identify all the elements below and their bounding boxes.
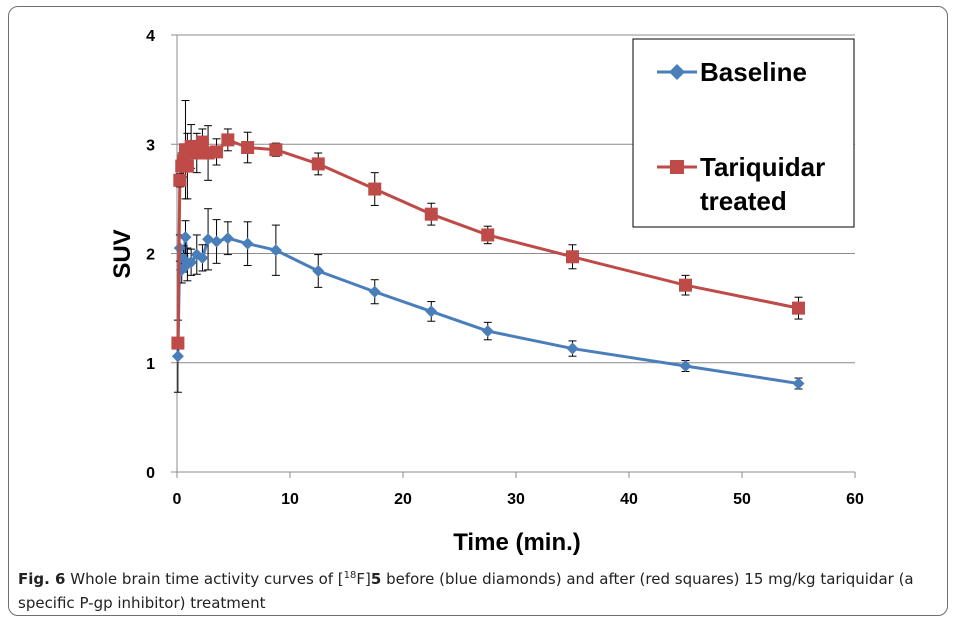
data-point-square: [195, 135, 209, 149]
data-point-square: [173, 173, 187, 187]
figure-label: Fig. 6: [18, 570, 66, 588]
data-point-diamond: [202, 233, 215, 246]
x-tick-label: 30: [507, 491, 525, 508]
caption-compound: 5: [370, 570, 382, 588]
data-point-square: [368, 182, 382, 196]
x-tick-label: 20: [394, 491, 412, 508]
data-point-square: [481, 228, 495, 242]
caption-text-3: before (blue diamonds) and after (red sq…: [18, 570, 914, 612]
data-point-square: [269, 143, 283, 157]
data-point-diamond: [679, 360, 692, 373]
y-tick-label: 4: [146, 28, 155, 45]
data-point-diamond: [221, 232, 234, 245]
data-point-diamond: [210, 235, 223, 248]
data-point-diamond: [171, 350, 184, 363]
series-tariquidar: [171, 100, 805, 350]
x-axis-title: Time (min.): [453, 529, 581, 556]
data-series: [171, 100, 805, 393]
data-point-square: [792, 301, 805, 315]
x-tick-label: 60: [846, 491, 864, 508]
y-axis-title: SUV: [109, 229, 136, 278]
caption-text-2: F]: [356, 570, 371, 588]
data-point-square: [424, 207, 438, 221]
data-point-diamond: [312, 264, 325, 277]
data-point-diamond: [792, 377, 805, 390]
series-baseline: [171, 208, 805, 393]
y-tick-label: 1: [146, 356, 155, 373]
legend-entry-tariquidar: Tariquidar treated: [657, 152, 825, 216]
data-point-square: [311, 157, 325, 171]
data-point-diamond: [196, 251, 209, 264]
axes: [171, 34, 856, 478]
legend-label-tariquidar-line1: Tariquidar: [700, 152, 825, 182]
data-point-square: [566, 250, 579, 264]
data-point-diamond: [481, 325, 494, 338]
y-tick-label: 0: [146, 465, 155, 482]
x-tick-label: 40: [620, 491, 638, 508]
legend-box: [632, 38, 855, 228]
data-point-square: [171, 336, 185, 350]
data-point-diamond: [179, 231, 192, 244]
data-point-square: [241, 141, 255, 155]
data-point-square: [190, 146, 204, 160]
figure-frame: [8, 6, 948, 616]
caption-superscript: 18: [343, 570, 357, 581]
y-tick-label: 3: [146, 137, 155, 154]
series-line: [176, 235, 799, 385]
data-point-diamond: [185, 256, 198, 269]
legend-label-tariquidar-line2: treated: [700, 186, 787, 216]
x-tick-label: 0: [173, 491, 182, 508]
data-point-diamond: [425, 305, 438, 318]
legend-marker-square: [670, 160, 684, 174]
caption-text-1: Whole brain time activity curves of [: [65, 570, 344, 588]
y-tick-label: 2: [146, 247, 155, 264]
legend-label-baseline: Baseline: [700, 57, 807, 87]
data-point-square: [180, 159, 194, 173]
x-tick-label: 50: [733, 491, 751, 508]
data-point-diamond: [241, 237, 254, 250]
data-point-diamond: [566, 342, 579, 355]
data-point-diamond: [269, 244, 282, 257]
legend-marker-diamond: [669, 64, 685, 80]
x-tick-label: 10: [281, 491, 299, 508]
data-point-square: [221, 133, 235, 147]
data-point-square: [210, 145, 224, 159]
data-point-square: [679, 278, 692, 292]
data-point-diamond: [368, 285, 381, 298]
figure-caption: Fig. 6 Whole brain time activity curves …: [18, 567, 943, 615]
legend: Baseline Tariquidar treated: [632, 38, 855, 228]
legend-entry-baseline: Baseline: [657, 57, 807, 87]
